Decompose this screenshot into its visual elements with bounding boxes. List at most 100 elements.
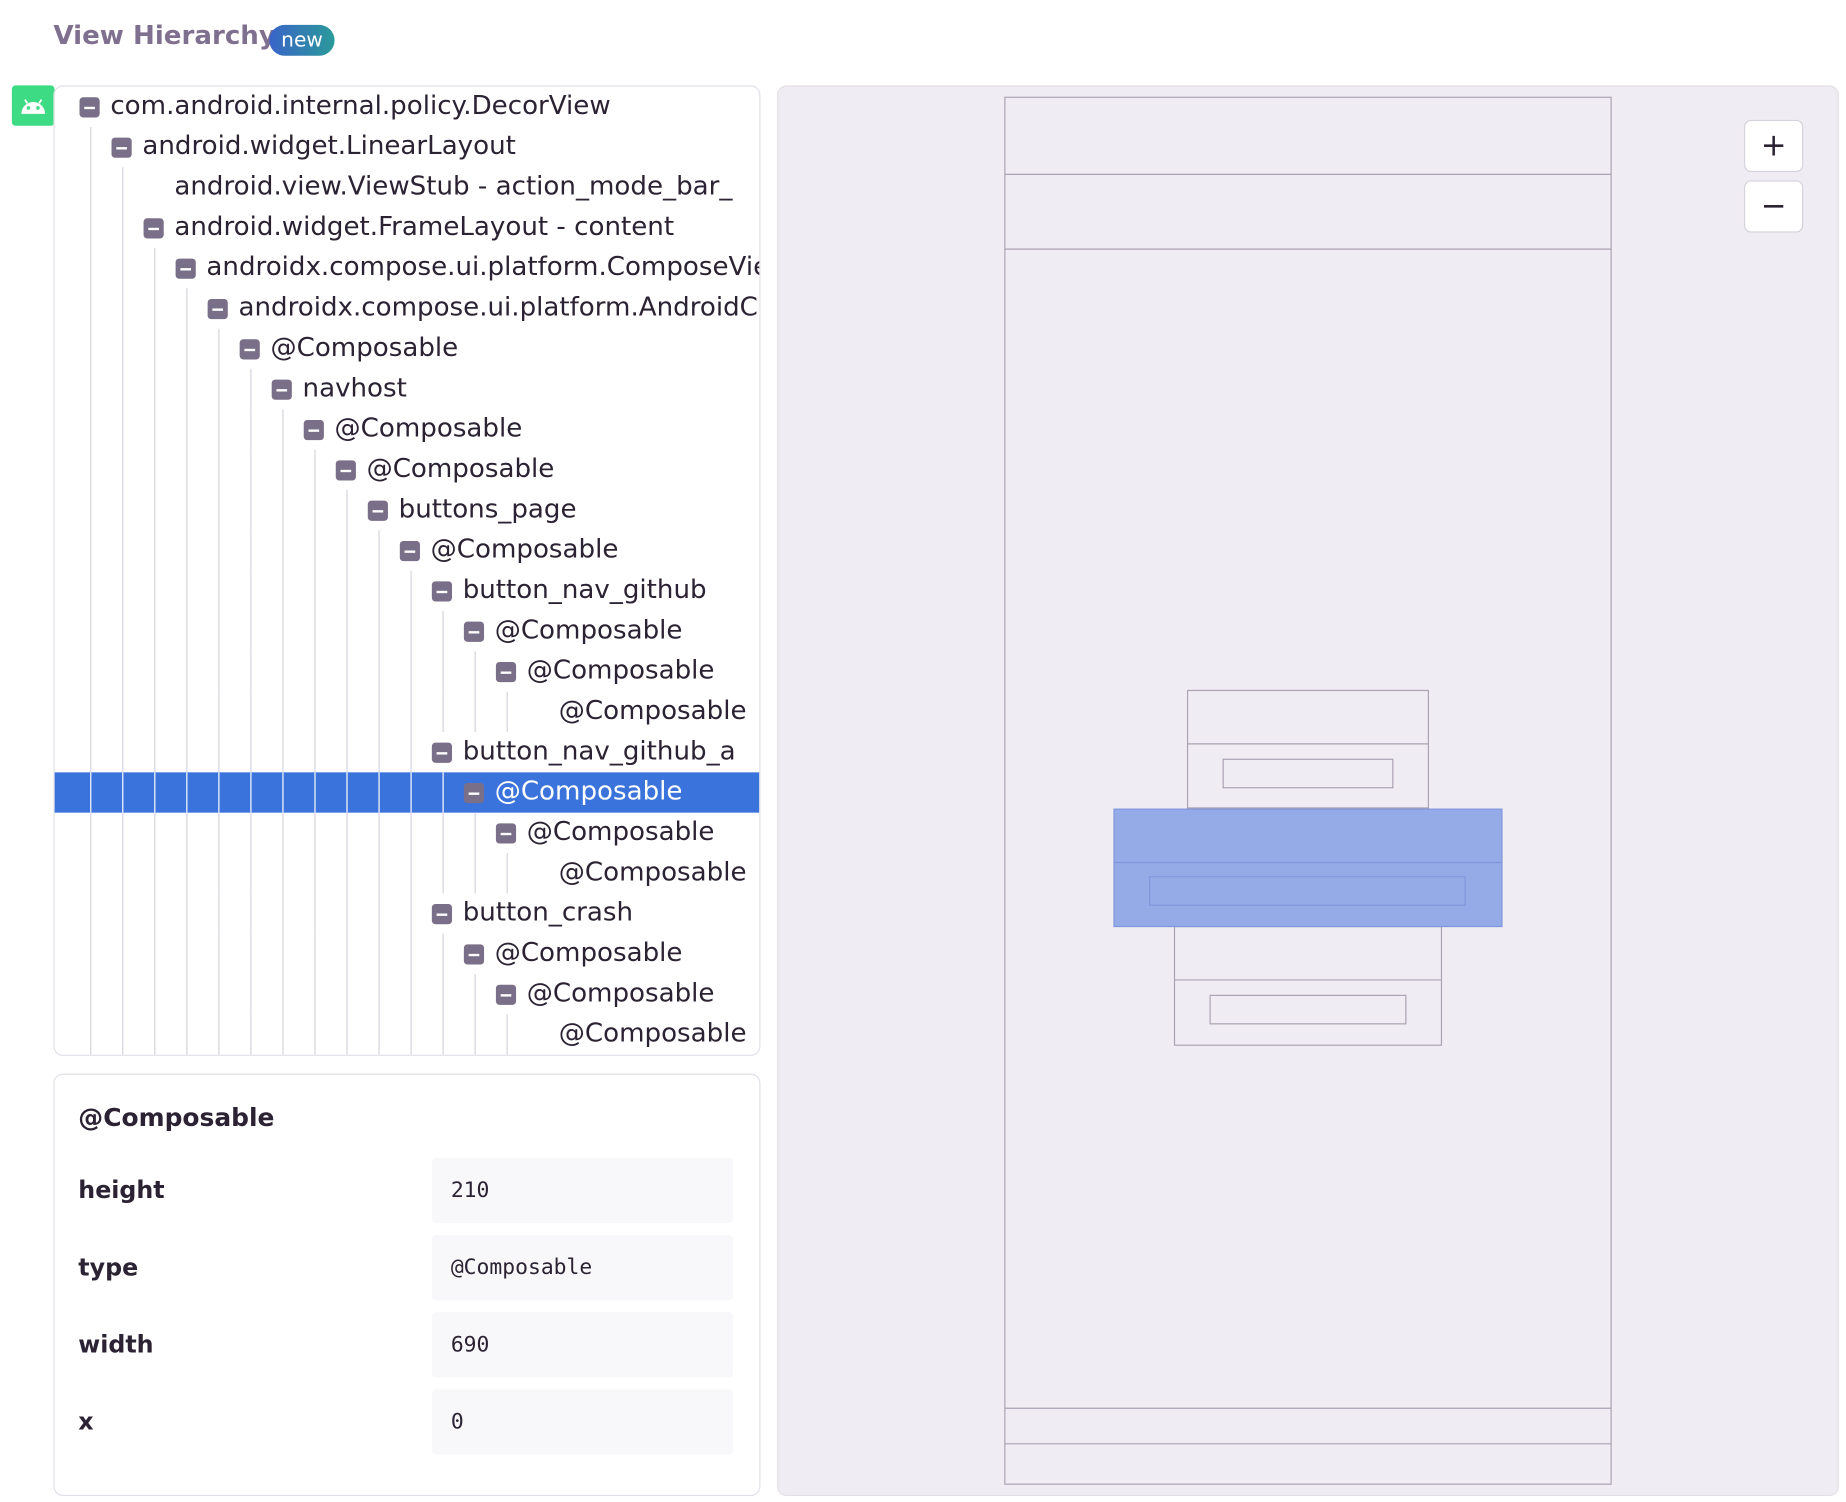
title: View Hierarchy (53, 21, 276, 52)
zoom-out-button[interactable]: − (1743, 180, 1804, 233)
node-label[interactable]: @Composable (366, 454, 555, 485)
wireframe-canvas[interactable]: + − (777, 85, 1839, 1497)
guide-line (250, 489, 252, 531)
guide-line (250, 409, 252, 450)
tree-row[interactable]: android.view.ViewStub - action_mode_bar_ (55, 167, 760, 208)
tree-row[interactable]: com.android.internal.policy.DecorView (55, 87, 760, 127)
tree-row[interactable]: button_nav_github_a (55, 731, 760, 773)
guide-line (250, 731, 252, 773)
guide-line (186, 530, 188, 571)
guide-line (346, 530, 348, 571)
guide-line (282, 691, 284, 732)
guide-line (250, 610, 252, 652)
node-label[interactable]: com.android.internal.policy.DecorView (110, 91, 611, 122)
collapse-icon[interactable] (79, 97, 100, 118)
node-label[interactable]: buttons_page (398, 494, 577, 525)
tree-row[interactable]: android.widget.LinearLayout (55, 126, 760, 168)
collapse-icon[interactable] (175, 258, 196, 279)
node-label[interactable]: @Composable (494, 938, 683, 969)
guide-line (90, 126, 92, 168)
node-label[interactable]: @Composable (526, 817, 715, 848)
guide-line (186, 933, 188, 975)
node-label[interactable]: @Composable (334, 414, 523, 444)
tree-row[interactable]: @Composable (55, 974, 760, 1015)
tree-row[interactable]: @Composable (55, 328, 760, 369)
node-label[interactable]: @Composable (494, 615, 683, 646)
collapse-icon[interactable] (431, 904, 453, 925)
tree-row[interactable]: android.widget.FrameLayout - content (55, 207, 760, 248)
node-label[interactable]: @Composable (494, 777, 683, 807)
guide-line (154, 328, 156, 369)
tree-row[interactable]: androidx.compose.ui.platform.AndroidC (55, 288, 760, 329)
collapse-icon[interactable] (111, 137, 132, 158)
tree-row[interactable]: @Composable (54, 772, 760, 813)
node-label[interactable]: @Composable (558, 696, 747, 727)
tree-row[interactable]: @Composable (55, 610, 760, 652)
node-label[interactable]: @Composable (558, 1019, 747, 1049)
zoom-in-button[interactable]: + (1743, 119, 1804, 173)
guide-line (410, 933, 412, 975)
guide-line (90, 853, 92, 894)
collapse-icon[interactable] (335, 460, 356, 481)
tree-row[interactable]: @Composable (55, 1014, 760, 1055)
tree: com.android.internal.policy.DecorView and… (53, 85, 761, 1056)
collapse-icon[interactable] (303, 419, 324, 441)
guide-line (474, 651, 476, 692)
node-label[interactable]: android.widget.LinearLayout (142, 131, 516, 162)
guide-line (122, 853, 124, 894)
node-label[interactable]: @Composable (526, 978, 715, 1009)
collapse-icon[interactable] (367, 500, 388, 521)
tree-row[interactable]: @Composable (55, 530, 760, 571)
collapse-icon[interactable] (271, 379, 292, 400)
node-label[interactable]: android.view.ViewStub - action_mode_bar_ (174, 172, 733, 202)
collapse-icon[interactable] (463, 783, 485, 804)
collapse-icon[interactable] (399, 540, 420, 562)
tree-row[interactable]: @Composable (55, 812, 760, 854)
node-label[interactable]: @Composable (430, 535, 619, 565)
guide-line (378, 853, 380, 894)
guide-line (90, 288, 92, 329)
collapse-icon[interactable] (143, 218, 164, 239)
guide-line (122, 610, 124, 652)
collapse-icon[interactable] (239, 339, 260, 360)
guide-line (282, 1014, 284, 1055)
node-label[interactable]: androidx.compose.ui.platform.AndroidC (238, 293, 758, 323)
tree-row[interactable]: @Composable (55, 409, 760, 450)
node-label[interactable]: navhost (302, 373, 407, 404)
tree-row[interactable]: @Composable (55, 651, 760, 692)
tree-row[interactable]: @Composable (55, 933, 760, 975)
guide-line (378, 1014, 380, 1055)
collapse-icon[interactable] (463, 944, 485, 965)
node-label[interactable]: @Composable (270, 333, 459, 364)
tree-row[interactable]: buttons_page (55, 489, 760, 531)
collapse-icon[interactable] (495, 823, 517, 844)
guide-line (218, 772, 220, 813)
collapse-icon[interactable] (495, 662, 517, 683)
tree-row[interactable]: @Composable (55, 449, 760, 490)
node-label[interactable]: @Composable (558, 857, 747, 888)
guide-line (122, 489, 124, 531)
collapse-icon[interactable] (431, 742, 453, 763)
collapse-icon[interactable] (431, 581, 453, 602)
node-label[interactable]: button_nav_github (462, 575, 707, 606)
tree-row[interactable]: navhost (55, 368, 760, 410)
collapse-icon[interactable] (495, 984, 517, 1005)
tree-row[interactable]: @Composable (55, 853, 760, 894)
guide-line (314, 449, 316, 490)
tree-row[interactable]: androidx.compose.ui.platform.ComposeVie (55, 247, 761, 289)
tree-row[interactable]: @Composable (55, 691, 760, 732)
node-label[interactable]: androidx.compose.ui.platform.ComposeVie (206, 252, 761, 283)
guide-line (410, 974, 412, 1015)
node-label[interactable]: button_crash (462, 898, 634, 928)
node-label[interactable]: android.widget.FrameLayout - content (174, 212, 675, 243)
collapse-icon[interactable] (207, 298, 228, 320)
guide-line (186, 812, 188, 854)
tree-row[interactable]: button_crash (55, 893, 760, 934)
guide-line (378, 610, 380, 652)
node-label[interactable]: @Composable (526, 656, 715, 686)
property-value: 690 (431, 1312, 734, 1378)
collapse-icon[interactable] (463, 621, 485, 642)
tree-row[interactable]: button_nav_github (55, 570, 760, 611)
node-label[interactable]: button_nav_github_a (462, 736, 736, 767)
